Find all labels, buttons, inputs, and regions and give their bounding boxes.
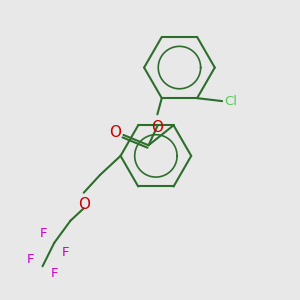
Text: F: F: [61, 246, 69, 259]
Text: Cl: Cl: [224, 94, 238, 108]
Text: O: O: [109, 125, 121, 140]
Text: F: F: [27, 253, 34, 266]
Text: F: F: [40, 227, 47, 240]
Text: O: O: [78, 197, 90, 212]
Text: O: O: [152, 120, 164, 135]
Text: F: F: [51, 267, 59, 280]
